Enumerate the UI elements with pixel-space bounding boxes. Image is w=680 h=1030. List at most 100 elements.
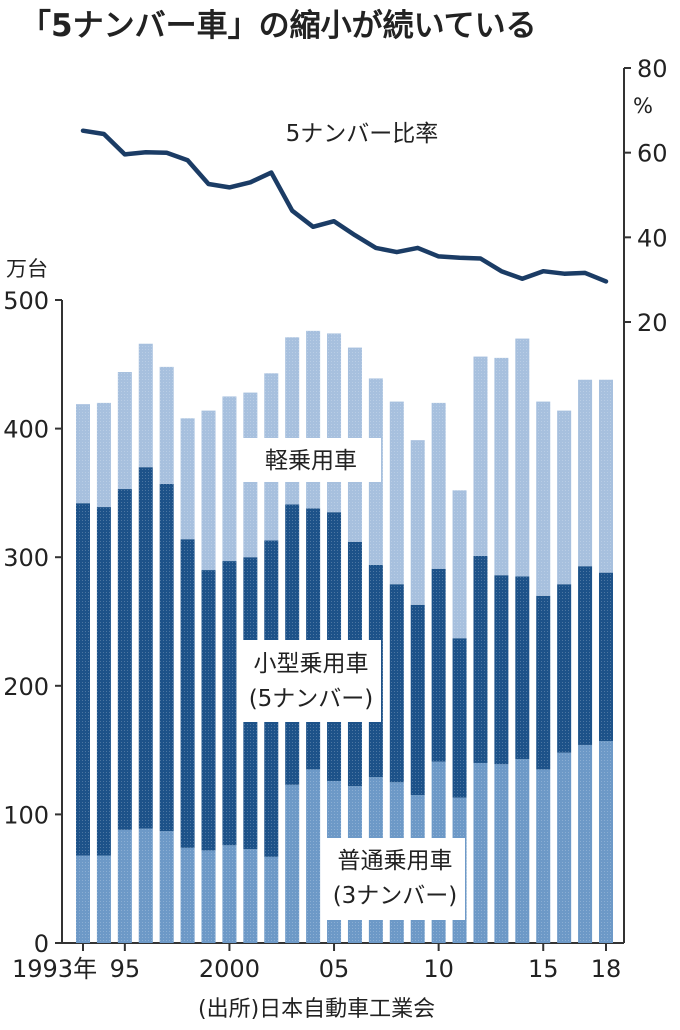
- bar-texture: [599, 741, 613, 943]
- ratio-point: [227, 185, 231, 189]
- bar-texture: [452, 638, 467, 798]
- ratio-point: [395, 250, 399, 254]
- ratio-point: [353, 233, 357, 237]
- line-y-ticks: 20 40 60 80: [624, 55, 668, 337]
- ratio-point: [437, 254, 441, 258]
- bar-texture: [515, 759, 530, 943]
- series-label-box: [241, 640, 381, 722]
- series-label-box: [241, 438, 381, 482]
- bar-y-tick-label: 300: [3, 544, 49, 572]
- bar-texture: [578, 744, 593, 943]
- ratio-point: [479, 257, 482, 260]
- ratio-point: [332, 219, 336, 223]
- bar-texture: [494, 764, 509, 943]
- ratio-point: [81, 129, 85, 133]
- ratio-point: [458, 256, 462, 260]
- bar-texture: [494, 575, 509, 765]
- bar-texture: [536, 401, 551, 596]
- x-tick-label: 1993年: [12, 955, 97, 983]
- bar-texture: [578, 566, 593, 745]
- bar-texture: [96, 507, 111, 856]
- bar-texture: [76, 404, 90, 504]
- bar-texture: [557, 752, 572, 943]
- bar-texture: [264, 856, 279, 943]
- x-tick-label: 10: [423, 955, 454, 983]
- series-label-line: 普通乗用車: [338, 848, 453, 874]
- ratio-point: [102, 132, 106, 136]
- bar-texture: [515, 338, 530, 577]
- ratio-point: [123, 152, 127, 156]
- bar-texture: [431, 402, 446, 569]
- bar-texture: [473, 555, 488, 763]
- bar-texture: [138, 828, 153, 943]
- bar-y-tick-label: 200: [3, 673, 49, 701]
- bar-texture: [159, 831, 174, 943]
- bar-texture: [159, 366, 174, 484]
- ratio-point: [416, 246, 420, 250]
- bar-texture: [473, 356, 488, 556]
- ratio-point: [248, 180, 252, 184]
- bar-texture: [327, 333, 342, 513]
- bar-y-tick-label: 100: [3, 801, 49, 829]
- ratio-point: [583, 271, 587, 275]
- x-tick-label: 95: [110, 955, 141, 983]
- x-tick-label: 18: [591, 955, 622, 983]
- bar-texture: [243, 849, 258, 943]
- bar-texture: [494, 357, 509, 576]
- bar-texture: [578, 379, 593, 567]
- ratio-point: [562, 272, 566, 276]
- ratio-point: [290, 209, 294, 213]
- bar-texture: [180, 847, 195, 943]
- ratio-point: [269, 171, 273, 175]
- line-y-tick-label: 20: [637, 309, 668, 337]
- x-tick-label: 05: [319, 955, 350, 983]
- bar-texture: [222, 396, 237, 562]
- series-label-line: (3ナンバー): [333, 883, 458, 909]
- ratio-point: [499, 269, 503, 273]
- bar-texture: [138, 467, 153, 829]
- bar-texture: [599, 572, 613, 742]
- bar-texture: [389, 401, 404, 585]
- bar-y-unit-label: 万台: [6, 257, 48, 281]
- bar-texture: [76, 503, 90, 856]
- ratio-point: [186, 158, 190, 162]
- bar-texture: [410, 604, 425, 796]
- bar-texture: [96, 402, 111, 508]
- bar-texture: [431, 568, 446, 762]
- bar-texture: [452, 490, 467, 639]
- bar-texture: [536, 595, 551, 770]
- series-label-line: 小型乗用車: [254, 651, 369, 677]
- ratio-point: [144, 150, 148, 154]
- bar-texture: [306, 769, 321, 943]
- line-y-tick-label: 80: [637, 55, 668, 83]
- bar-texture: [201, 850, 216, 943]
- bar-texture: [389, 584, 404, 783]
- bar-texture: [515, 576, 530, 760]
- ratio-point: [541, 269, 545, 273]
- bar-texture: [76, 855, 90, 943]
- bar-texture: [138, 343, 153, 468]
- ratio-point: [311, 225, 315, 229]
- bar-texture: [285, 784, 300, 943]
- source-note: (出所)日本自動車工業会: [198, 997, 435, 1022]
- bar-texture: [96, 855, 111, 943]
- chart-title: 「5ナンバー車」の縮小が続いている: [20, 8, 537, 44]
- axes: [61, 68, 625, 944]
- bar-texture: [180, 539, 195, 848]
- ratio-point: [604, 279, 608, 283]
- x-ticks: 1993年 95 2000 05 10 15 18: [12, 943, 621, 983]
- bar-texture: [201, 410, 216, 571]
- ratio-line-group: [80, 128, 609, 284]
- ratio-point: [374, 246, 378, 250]
- bar-texture: [536, 769, 551, 943]
- bar-y-tick-label: 0: [34, 930, 49, 958]
- bar-texture: [117, 829, 132, 943]
- ratio-point: [165, 151, 169, 155]
- ratio-line: [80, 128, 609, 284]
- x-tick-label: 15: [528, 955, 559, 983]
- bar-y-tick-label: 500: [3, 287, 49, 315]
- bar-texture: [159, 483, 174, 832]
- bar-texture: [410, 440, 425, 605]
- bar-texture: [557, 584, 572, 753]
